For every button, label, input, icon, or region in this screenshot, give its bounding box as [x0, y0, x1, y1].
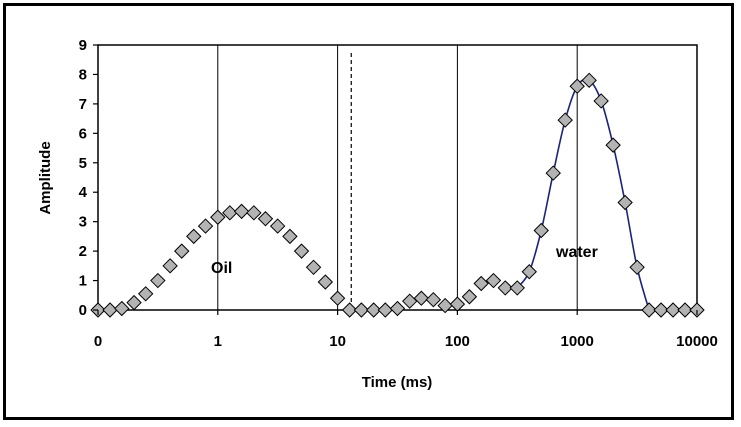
data-point-marker — [593, 93, 609, 109]
data-point-marker — [353, 302, 370, 318]
y-tick-label: 4 — [79, 184, 88, 201]
data-point-marker — [413, 290, 430, 306]
x-tick-label: 1000 — [561, 333, 594, 350]
data-point-marker — [197, 218, 214, 234]
data-point-marker — [282, 228, 298, 245]
oil-annotation: Oil — [211, 260, 232, 277]
y-tick-label: 1 — [79, 273, 87, 290]
data-point-marker — [305, 259, 322, 276]
data-point-marker — [341, 302, 358, 318]
data-point-marker — [377, 302, 393, 318]
data-point-marker — [162, 258, 178, 274]
y-tick-label: 9 — [79, 37, 87, 54]
x-tick-label: 10000 — [676, 333, 718, 350]
data-point-marker — [126, 294, 142, 311]
data-point-marker — [293, 243, 310, 259]
data-point-marker — [485, 272, 502, 289]
y-axis-title: Amplitude — [37, 141, 54, 214]
data-markers — [90, 72, 705, 318]
data-point-marker — [665, 302, 681, 318]
data-point-marker — [473, 275, 489, 292]
y-tick-label: 0 — [79, 302, 87, 319]
y-tick-label: 5 — [79, 155, 87, 172]
grid-lines — [217, 45, 578, 310]
x-tick-label: 10 — [329, 333, 346, 350]
data-point-marker — [246, 205, 262, 221]
data-point-marker — [269, 218, 286, 234]
data-point-marker — [210, 209, 226, 225]
data-point-marker — [461, 289, 478, 305]
y-tick-label: 6 — [79, 125, 87, 142]
data-point-marker — [329, 290, 346, 306]
data-point-marker — [533, 222, 549, 239]
data-point-marker — [605, 137, 621, 153]
data-point-marker — [365, 302, 382, 318]
data-point-marker — [389, 300, 406, 317]
data-point-marker — [557, 112, 573, 128]
data-point-marker — [425, 291, 442, 308]
data-point-marker — [581, 72, 597, 89]
x-tick-label: 0 — [94, 333, 102, 350]
y-tick-label: 3 — [79, 214, 87, 231]
plot-area — [97, 44, 698, 311]
y-tick-label: 7 — [79, 96, 87, 113]
data-point-marker — [317, 274, 334, 290]
data-point-marker — [114, 300, 130, 317]
data-point-marker — [629, 259, 645, 276]
data-point-marker — [497, 280, 513, 296]
data-point-marker — [233, 203, 250, 220]
data-point-marker — [137, 286, 154, 302]
data-point-marker — [641, 302, 657, 318]
data-point-marker — [186, 228, 202, 245]
x-tick-labels: 0 1 10 100 1000 10000 — [94, 310, 718, 350]
data-point-marker — [569, 78, 585, 94]
y-tick-label: 2 — [79, 243, 87, 260]
data-point-marker — [521, 264, 537, 280]
x-axis-title: Time (ms) — [362, 374, 433, 391]
data-point-marker — [653, 302, 669, 318]
data-point-marker — [102, 302, 118, 318]
data-point-marker — [437, 297, 453, 314]
x-tick-label: 100 — [445, 333, 470, 350]
y-tick-labels: 0 1 2 3 4 5 6 7 8 9 — [79, 37, 98, 319]
x-tick-label: 1 — [214, 333, 222, 350]
data-point-marker — [545, 165, 561, 181]
data-point-marker — [257, 211, 274, 227]
data-point-marker — [222, 205, 238, 221]
data-point-marker — [677, 302, 693, 318]
data-point-marker — [617, 194, 633, 211]
data-point-marker — [174, 243, 190, 259]
y-tick-label: 8 — [79, 66, 87, 83]
data-point-marker — [150, 272, 166, 289]
water-annotation: water — [555, 244, 598, 261]
data-point-marker — [509, 280, 525, 296]
